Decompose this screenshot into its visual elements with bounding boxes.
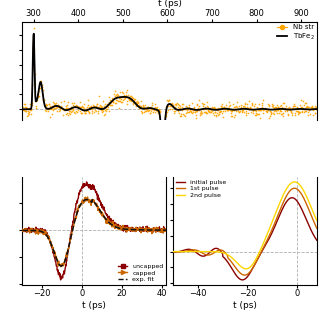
X-axis label: t (ps): t (ps) [233, 301, 257, 310]
Legend: Nb str, TbFe$_2$: Nb str, TbFe$_2$ [277, 25, 315, 42]
X-axis label: t (ps): t (ps) [158, 0, 181, 8]
Legend: initial pulse, 1st pulse, 2nd pulse: initial pulse, 1st pulse, 2nd pulse [176, 180, 226, 198]
X-axis label: t (ps): t (ps) [82, 301, 106, 310]
Legend: uncapped, capped, exp. fit: uncapped, capped, exp. fit [118, 264, 164, 282]
